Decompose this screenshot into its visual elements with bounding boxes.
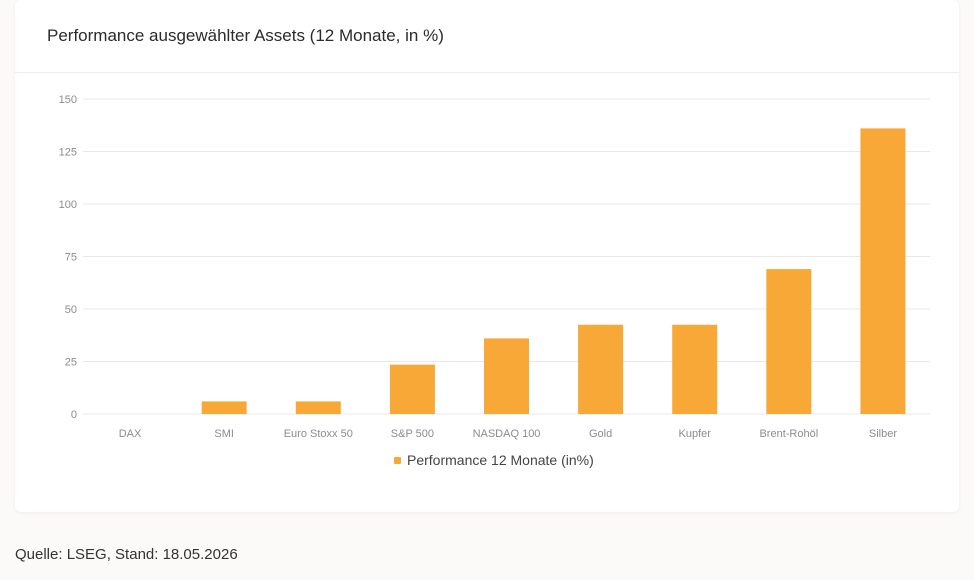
bar[interactable]	[201, 401, 247, 414]
y-tick-label: 25	[65, 357, 77, 369]
y-tick-label: 0	[71, 409, 77, 421]
card-header: Performance ausgewählter Assets (12 Mona…	[15, 0, 959, 73]
source-note: Quelle: LSEG, Stand: 18.05.2026	[15, 546, 238, 563]
legend-label[interactable]: Performance 12 Monate (in%)	[407, 452, 594, 468]
x-tick-label: Euro Stoxx 50	[284, 428, 353, 440]
bar[interactable]	[578, 324, 624, 414]
y-tick-label: 100	[59, 199, 77, 211]
x-tick-label: SMI	[214, 428, 234, 440]
x-tick-label: DAX	[119, 428, 142, 440]
legend-swatch	[394, 457, 401, 464]
y-tick-label: 75	[65, 252, 77, 264]
x-tick-label: Gold	[589, 428, 612, 440]
x-tick-label: Kupfer	[679, 428, 712, 440]
bar-chart: 0 25 50 75 100 125 150 DAX SMI Euro Stoxx 50 S&P …	[59, 94, 930, 468]
x-tick-label: Silber	[869, 428, 897, 440]
bar[interactable]	[295, 401, 341, 414]
y-tick-label: 125	[59, 147, 77, 159]
bar[interactable]	[672, 324, 718, 414]
y-tick-label: 50	[65, 304, 77, 316]
bar[interactable]	[389, 364, 435, 414]
y-tick-label: 150	[59, 94, 77, 106]
bar[interactable]	[860, 128, 906, 414]
x-tick-label: Brent-Rohöl	[759, 428, 818, 440]
bar[interactable]	[766, 269, 812, 414]
x-tick-label: S&P 500	[391, 428, 434, 440]
chart-title: Performance ausgewählter Assets (12 Mona…	[47, 26, 444, 45]
bar[interactable]	[484, 338, 529, 414]
x-tick-label: NASDAQ 100	[473, 428, 541, 440]
